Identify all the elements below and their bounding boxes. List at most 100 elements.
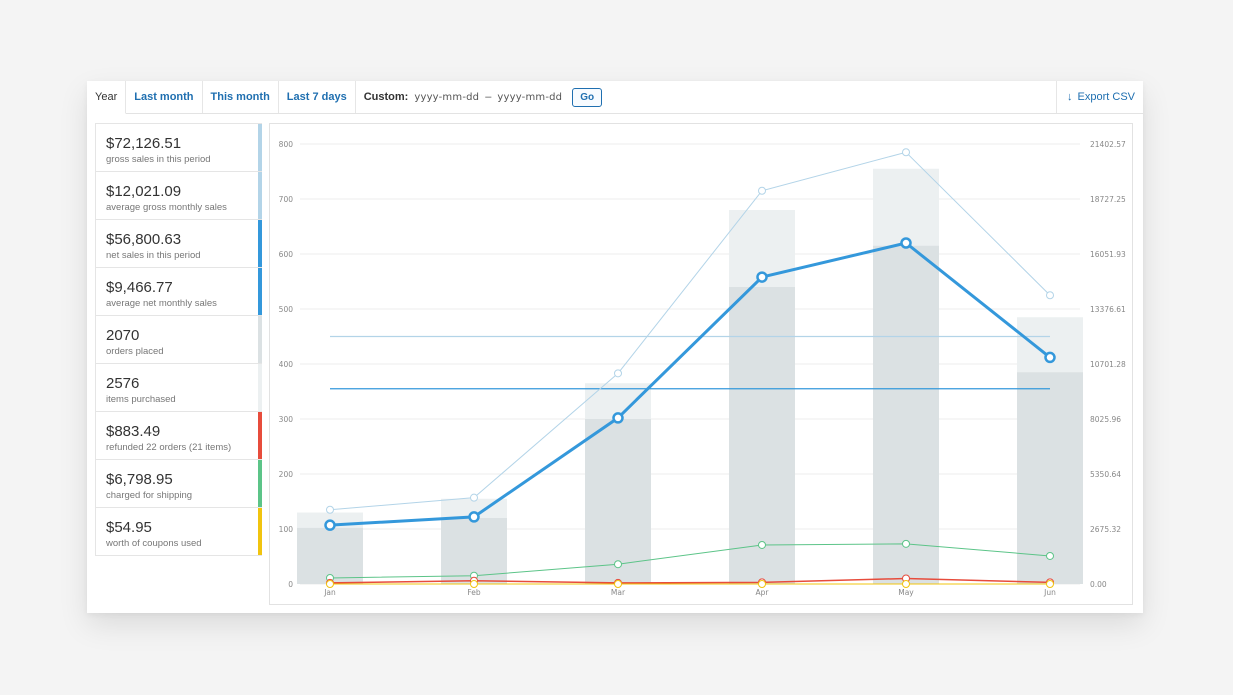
legend-item-net-sales[interactable]: $56,800.63 net sales in this period (96, 220, 262, 268)
x-tick-label: Mar (611, 588, 626, 597)
data-point (902, 148, 910, 157)
y-right-tick-label: 2675.32 (1090, 525, 1121, 534)
series-line (329, 241, 1051, 527)
legend-color-bar (258, 124, 262, 171)
y-right-tick-label: 13376.61 (1090, 305, 1126, 314)
data-point (470, 580, 478, 588)
legend-color-bar (258, 460, 262, 507)
data-point (1046, 551, 1054, 560)
data-point (614, 369, 622, 378)
legend-item-coupons[interactable]: $54.95 worth of coupons used (96, 508, 262, 556)
y-left-tick-label: 600 (279, 250, 294, 259)
download-arrow-icon: ↓ (1067, 91, 1073, 103)
legend-amount: $6,798.95 (106, 471, 173, 488)
y-left-tick-label: 200 (279, 470, 294, 479)
report-toolbar: Year Last month This month Last 7 days C… (87, 81, 1143, 114)
legend-item-orders-placed[interactable]: 2070 orders placed (96, 316, 262, 364)
data-point (758, 580, 766, 588)
custom-range-label: Custom: (363, 91, 409, 103)
bar (729, 287, 795, 584)
legend-description: orders placed (106, 346, 164, 357)
legend-amount: $883.49 (106, 423, 161, 440)
x-tick-label: May (898, 588, 914, 597)
legend-amount: $54.95 (106, 519, 152, 536)
y-right-tick-label: 8025.96 (1090, 415, 1121, 424)
legend-description: items purchased (106, 394, 176, 405)
sales-chart: 0 0.00 100 2675.32 200 5350.64 300 8025.96 400 10… (269, 123, 1133, 605)
data-point (1046, 580, 1054, 588)
y-left-tick-label: 500 (279, 305, 294, 314)
data-point (614, 560, 622, 569)
data-point (1044, 351, 1056, 364)
data-point (902, 580, 910, 588)
y-left-tick-label: 400 (279, 360, 294, 369)
toolbar-spacer (610, 81, 1056, 113)
y-left-tick-label: 300 (279, 415, 294, 424)
chart-legend: $72,126.51 gross sales in this period $1… (95, 123, 262, 556)
legend-description: worth of coupons used (106, 538, 202, 549)
series-line (329, 577, 1051, 584)
start-date-input[interactable]: yyyy-mm-dd (414, 91, 480, 103)
series-line (329, 151, 1051, 511)
end-date-input[interactable]: yyyy-mm-dd (497, 91, 563, 103)
data-point (612, 412, 624, 424)
x-tick-label: Jun (1043, 588, 1056, 597)
y-left-tick-label: 700 (279, 195, 294, 204)
sales-report-panel: Year Last month This month Last 7 days C… (87, 81, 1143, 613)
x-tick-label: Feb (467, 588, 481, 597)
data-point (326, 580, 334, 588)
series-line (329, 543, 1051, 579)
bar (873, 245, 939, 584)
legend-item-gross-sales[interactable]: $72,126.51 gross sales in this period (96, 124, 262, 172)
legend-item-average-net-sales[interactable]: $9,466.77 average net monthly sales (96, 268, 262, 316)
legend-item-shipping[interactable]: $6,798.95 charged for shipping (96, 460, 262, 508)
legend-item-average-gross-sales[interactable]: $12,021.09 average gross monthly sales (96, 172, 262, 220)
date-separator: – (485, 91, 492, 103)
data-point (756, 271, 768, 283)
tab-year[interactable]: Year (87, 81, 127, 114)
data-point (1046, 291, 1054, 300)
legend-amount: $9,466.77 (106, 279, 173, 296)
x-tick-label: Jan (323, 588, 336, 597)
legend-description: gross sales in this period (106, 154, 211, 165)
legend-amount: $72,126.51 (106, 135, 182, 152)
legend-color-bar (258, 268, 262, 315)
y-right-tick-label: 21402.57 (1090, 140, 1126, 149)
legend-item-refunded[interactable]: $883.49 refunded 22 orders (21 items) (96, 412, 262, 460)
legend-amount: $12,021.09 (106, 183, 182, 200)
export-csv-label: Export CSV (1077, 91, 1135, 103)
y-right-tick-label: 16051.93 (1090, 250, 1126, 259)
data-point (324, 519, 336, 531)
export-csv-button[interactable]: ↓ Export CSV (1056, 81, 1143, 113)
y-right-tick-label: 5350.64 (1090, 470, 1121, 479)
y-left-tick-label: 0 (288, 580, 293, 589)
legend-amount: 2576 (106, 375, 140, 392)
data-point (900, 237, 912, 249)
data-point (326, 505, 334, 514)
data-point (470, 493, 478, 502)
data-point (902, 539, 910, 548)
tab-last-month[interactable]: Last month (126, 81, 203, 113)
x-tick-label: Apr (756, 588, 770, 597)
tab-this-month[interactable]: This month (203, 81, 279, 113)
bar (585, 419, 651, 584)
legend-amount: $56,800.63 (106, 231, 182, 248)
legend-color-bar (258, 220, 262, 267)
bar (1017, 372, 1083, 584)
y-right-tick-label: 18727.25 (1090, 195, 1126, 204)
go-button[interactable]: Go (572, 87, 603, 107)
legend-color-bar (258, 364, 262, 411)
custom-range: Custom: yyyy-mm-dd – yyyy-mm-dd Go (356, 81, 610, 113)
legend-color-bar (258, 412, 262, 459)
legend-description: net sales in this period (106, 250, 201, 261)
y-right-tick-label: 10701.28 (1090, 360, 1126, 369)
legend-color-bar (258, 172, 262, 219)
y-right-tick-label: 0.00 (1090, 580, 1107, 589)
legend-item-items-purchased[interactable]: 2576 items purchased (96, 364, 262, 412)
legend-description: average net monthly sales (106, 298, 217, 309)
legend-description: refunded 22 orders (21 items) (106, 442, 232, 453)
chart-canvas: 0 0.00 100 2675.32 200 5350.64 300 8025.96 400 10… (279, 140, 1126, 597)
tab-last-7-days[interactable]: Last 7 days (279, 81, 356, 113)
data-point (614, 580, 622, 588)
legend-amount: 2070 (106, 327, 140, 344)
